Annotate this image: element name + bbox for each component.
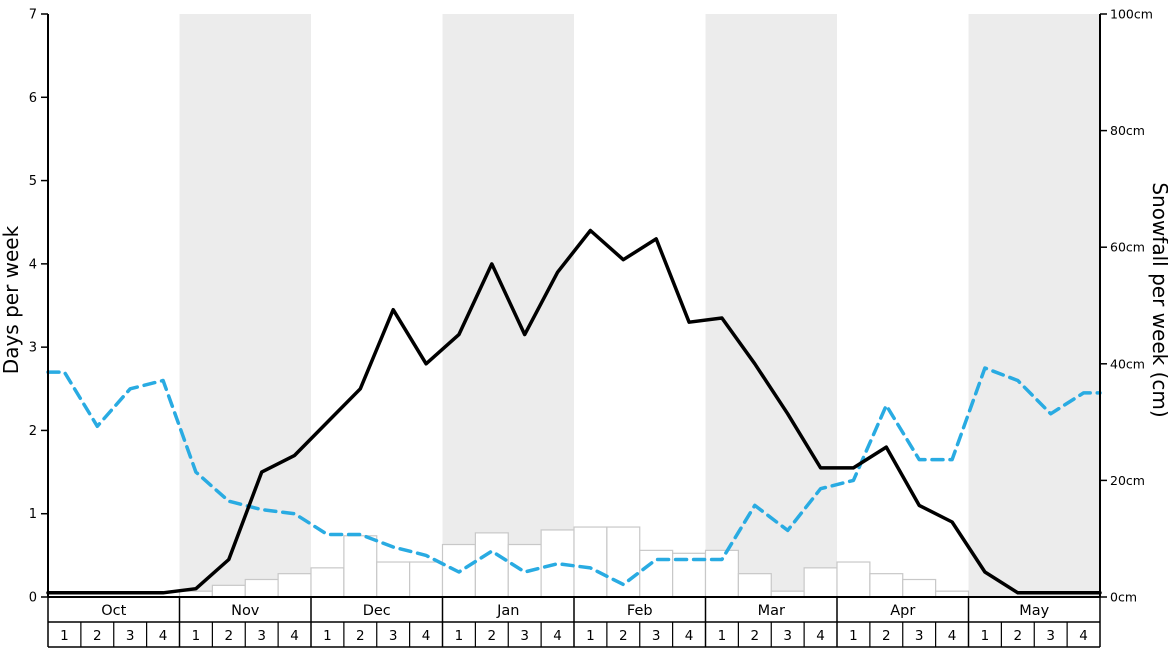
left-axis-tick-label: 6	[29, 91, 37, 106]
week-number-label: 4	[422, 628, 431, 644]
left-axis-tick-label: 2	[29, 424, 37, 439]
week-number-label: 2	[751, 628, 760, 644]
month-label: Apr	[890, 603, 915, 619]
week-number-label: 4	[948, 628, 957, 644]
month-label: Jan	[496, 603, 519, 619]
week-number-label: 1	[455, 628, 464, 644]
right-axis-tick-label: 80cm	[1110, 123, 1145, 138]
week-number-label: 2	[93, 628, 102, 644]
axes-and-ticks: 0 1 2 3 4 5 6 7 0cm 20cm 40cm 60cm 80cm 100cm	[29, 7, 1153, 606]
month-week-table: Oct Nov Dec Jan Feb Mar Apr May 1 2 3 4 1 2 3 4 1 2 3 4 1 2 3 4…	[47, 596, 1101, 648]
right-axis-tick-label: 20cm	[1110, 473, 1145, 488]
left-axis-tick-label: 4	[29, 257, 37, 272]
week-number-label: 2	[356, 628, 365, 644]
month-shading-bands	[179, 14, 1100, 597]
snowfall-bar	[409, 561, 444, 598]
month-label: May	[1019, 603, 1049, 619]
month-band	[968, 14, 1100, 597]
right-axis-title: Snowfall per week (cm)	[1148, 182, 1168, 417]
week-number-label: 4	[553, 628, 562, 644]
snowfall-bar	[869, 573, 904, 598]
month-band	[442, 14, 574, 597]
week-number-label: 1	[849, 628, 858, 644]
week-number-label: 4	[1079, 628, 1088, 644]
snowfall-bar	[606, 526, 641, 598]
left-axis-title: Days per week	[0, 225, 23, 374]
snowfall-bar	[737, 573, 772, 598]
week-number-label: 3	[257, 628, 266, 644]
right-axis-tick-label: 0cm	[1110, 590, 1137, 605]
week-number-label: 4	[159, 628, 168, 644]
data-lines	[46, 228, 1102, 595]
week-number-label: 3	[520, 628, 529, 644]
month-band	[179, 14, 311, 597]
left-axis-tick-label: 7	[29, 8, 37, 23]
week-number-label: 3	[652, 628, 661, 644]
snowfall-bar	[244, 578, 279, 598]
week-number-label: 4	[290, 628, 299, 644]
right-axis-tick-label: 100cm	[1110, 7, 1153, 22]
right-axis-tick-label: 60cm	[1110, 240, 1145, 255]
snowfall-bar	[277, 573, 312, 598]
left-axis-tick-label: 1	[29, 507, 37, 522]
left-axis-tick-label: 3	[29, 341, 37, 356]
month-label: Dec	[363, 603, 391, 619]
week-number-label: 1	[323, 628, 332, 644]
month-band	[705, 14, 837, 597]
snowfall-bar	[836, 561, 871, 598]
snowfall-bar	[310, 567, 345, 598]
right-axis-tick-label: 40cm	[1110, 356, 1145, 371]
snowfall-bar	[573, 526, 608, 598]
left-axis-tick-label: 5	[29, 174, 37, 189]
snowfall-bar	[211, 584, 246, 598]
week-number-label: 3	[1046, 628, 1055, 644]
week-number-label: 3	[389, 628, 398, 644]
week-number-label: 4	[685, 628, 694, 644]
week-number-label: 1	[981, 628, 990, 644]
month-label: Oct	[101, 603, 126, 619]
week-number-label: 3	[783, 628, 792, 644]
week-number-label: 1	[60, 628, 69, 644]
snowfall-bar	[639, 549, 674, 598]
days-per-week-line	[46, 228, 1102, 595]
month-label: Nov	[231, 603, 260, 619]
snowfall-bar	[902, 578, 937, 598]
month-label: Mar	[758, 603, 785, 619]
week-number-label: 1	[586, 628, 595, 644]
snowfall-bar	[474, 532, 509, 598]
week-number-label: 2	[225, 628, 234, 644]
snowfall-bar	[343, 535, 378, 598]
week-number-label: 1	[192, 628, 201, 644]
week-number-label: 2	[882, 628, 891, 644]
week-number-label: 1	[718, 628, 727, 644]
snowfall-bar	[376, 561, 411, 598]
snowfall-bar	[803, 567, 838, 598]
week-number-label: 3	[915, 628, 924, 644]
month-label: Feb	[627, 603, 653, 619]
week-number-label: 3	[126, 628, 135, 644]
left-axis-tick-label: 0	[29, 591, 37, 606]
week-number-label: 4	[816, 628, 825, 644]
week-number-label: 2	[488, 628, 497, 644]
week-number-label: 2	[1014, 628, 1023, 644]
secondary-dashed-line	[46, 366, 1102, 587]
week-number-label: 2	[619, 628, 628, 644]
